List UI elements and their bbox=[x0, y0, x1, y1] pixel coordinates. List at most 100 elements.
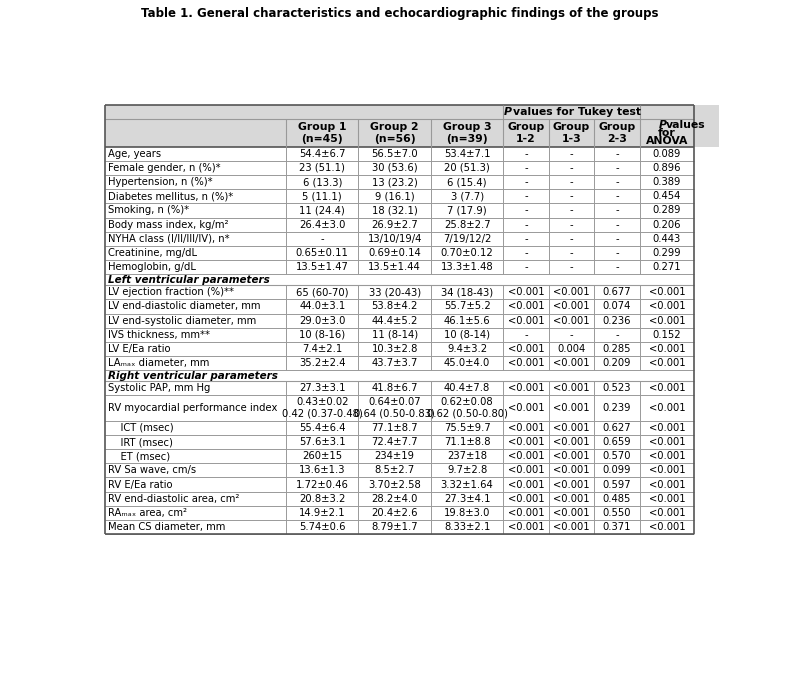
Bar bbox=[594, 328, 639, 342]
Text: 0.69±0.14: 0.69±0.14 bbox=[368, 248, 421, 258]
Text: 0.289: 0.289 bbox=[653, 206, 681, 215]
Text: <0.001: <0.001 bbox=[649, 465, 686, 475]
Bar bbox=[105, 395, 286, 421]
Text: 13.6±1.3: 13.6±1.3 bbox=[299, 465, 346, 475]
Bar bbox=[105, 299, 286, 314]
Text: Table 1. General characteristics and echocardiographic findings of the groups: Table 1. General characteristics and ech… bbox=[142, 7, 658, 20]
Bar bbox=[594, 161, 639, 175]
Bar bbox=[105, 492, 286, 506]
Bar bbox=[594, 189, 639, 203]
Bar bbox=[639, 328, 694, 342]
Bar bbox=[549, 381, 594, 395]
Text: 7.4±2.1: 7.4±2.1 bbox=[302, 344, 342, 354]
Text: -: - bbox=[570, 220, 574, 230]
Text: RV myocardial performance index: RV myocardial performance index bbox=[108, 403, 278, 413]
Text: <0.001: <0.001 bbox=[508, 508, 544, 518]
Bar bbox=[594, 381, 639, 395]
Bar bbox=[503, 260, 549, 274]
Bar bbox=[105, 370, 718, 381]
Text: RAₘₐₓ area, cm²: RAₘₐₓ area, cm² bbox=[108, 508, 187, 518]
Bar bbox=[503, 492, 549, 506]
Bar bbox=[594, 435, 639, 449]
Bar bbox=[503, 435, 549, 449]
Bar bbox=[358, 395, 431, 421]
Bar bbox=[431, 328, 503, 342]
Bar bbox=[639, 395, 694, 421]
Text: <0.001: <0.001 bbox=[649, 494, 686, 504]
Text: 55.4±6.4: 55.4±6.4 bbox=[299, 423, 346, 433]
Bar bbox=[549, 285, 594, 299]
Bar bbox=[431, 356, 503, 370]
Text: -: - bbox=[615, 149, 618, 159]
Text: 20.8±3.2: 20.8±3.2 bbox=[299, 494, 346, 504]
Bar bbox=[358, 520, 431, 534]
Text: LV end-systolic diameter, mm: LV end-systolic diameter, mm bbox=[108, 316, 256, 326]
Bar bbox=[503, 477, 549, 492]
Text: 10.3±2.8: 10.3±2.8 bbox=[371, 344, 418, 354]
Text: 0.299: 0.299 bbox=[653, 248, 682, 258]
Bar bbox=[286, 246, 358, 260]
Text: <0.001: <0.001 bbox=[649, 316, 686, 326]
Bar bbox=[105, 217, 286, 232]
Text: 260±15: 260±15 bbox=[302, 451, 342, 461]
Text: 14.9±2.1: 14.9±2.1 bbox=[299, 508, 346, 518]
Text: 26.9±2.7: 26.9±2.7 bbox=[371, 220, 418, 230]
Bar bbox=[358, 356, 431, 370]
Bar bbox=[639, 175, 694, 189]
Bar bbox=[549, 260, 594, 274]
Bar bbox=[549, 477, 594, 492]
Text: LV end-diastolic diameter, mm: LV end-diastolic diameter, mm bbox=[108, 301, 261, 311]
Text: 7/19/12/2: 7/19/12/2 bbox=[443, 234, 491, 244]
Text: 0.152: 0.152 bbox=[653, 330, 682, 340]
Bar bbox=[549, 395, 594, 421]
Bar bbox=[358, 232, 431, 246]
Text: <0.001: <0.001 bbox=[649, 287, 686, 297]
Bar bbox=[594, 299, 639, 314]
Text: <0.001: <0.001 bbox=[508, 437, 544, 447]
Bar bbox=[431, 449, 503, 463]
Text: <0.001: <0.001 bbox=[508, 423, 544, 433]
Bar bbox=[105, 328, 286, 342]
Bar bbox=[105, 463, 286, 477]
Bar bbox=[594, 520, 639, 534]
Text: Mean CS diameter, mm: Mean CS diameter, mm bbox=[108, 522, 226, 532]
Text: <0.001: <0.001 bbox=[649, 522, 686, 532]
Text: -: - bbox=[524, 262, 528, 272]
Text: <0.001: <0.001 bbox=[508, 316, 544, 326]
Text: 44.4±5.2: 44.4±5.2 bbox=[371, 316, 418, 326]
Text: 0.677: 0.677 bbox=[602, 287, 631, 297]
Bar bbox=[358, 161, 431, 175]
Bar bbox=[105, 342, 286, 356]
Text: <0.001: <0.001 bbox=[553, 358, 590, 368]
Bar bbox=[639, 161, 694, 175]
Bar bbox=[105, 232, 286, 246]
Bar bbox=[358, 299, 431, 314]
Bar bbox=[594, 395, 639, 421]
Text: 28.2±4.0: 28.2±4.0 bbox=[371, 494, 418, 504]
Bar bbox=[549, 299, 594, 314]
Text: <0.001: <0.001 bbox=[553, 480, 590, 490]
Bar bbox=[358, 203, 431, 217]
Text: 43.7±3.7: 43.7±3.7 bbox=[371, 358, 418, 368]
Bar bbox=[594, 463, 639, 477]
Bar bbox=[503, 356, 549, 370]
Text: 5.74±0.6: 5.74±0.6 bbox=[299, 522, 346, 532]
Bar bbox=[639, 203, 694, 217]
Bar bbox=[286, 175, 358, 189]
Text: 10 (8-14): 10 (8-14) bbox=[444, 330, 490, 340]
Text: 53.4±7.1: 53.4±7.1 bbox=[444, 149, 490, 159]
Text: ICT (msec): ICT (msec) bbox=[108, 423, 174, 433]
Bar bbox=[639, 356, 694, 370]
Text: <0.001: <0.001 bbox=[553, 423, 590, 433]
Text: Left ventricular parameters: Left ventricular parameters bbox=[108, 274, 270, 285]
Text: -: - bbox=[570, 248, 574, 258]
Bar bbox=[431, 232, 503, 246]
Text: -: - bbox=[524, 163, 528, 173]
Text: values: values bbox=[666, 120, 706, 130]
Bar bbox=[358, 463, 431, 477]
Bar bbox=[105, 449, 286, 463]
Text: 6 (15.4): 6 (15.4) bbox=[447, 177, 487, 187]
Text: 65 (60-70): 65 (60-70) bbox=[296, 287, 349, 297]
Text: 13.5±1.47: 13.5±1.47 bbox=[296, 262, 349, 272]
Bar bbox=[286, 328, 358, 342]
